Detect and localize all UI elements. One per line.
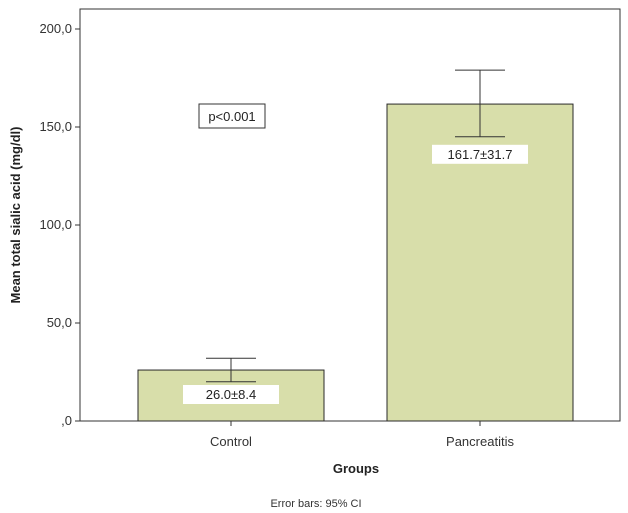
y-tick-label: 150,0 xyxy=(39,119,72,134)
y-axis-label: Mean total sialic acid (mg/dl) xyxy=(8,127,23,304)
y-tick-label: ,0 xyxy=(61,413,72,428)
data-label-control: 26.0±8.4 xyxy=(206,387,257,402)
footnote: Error bars: 95% CI xyxy=(270,498,361,510)
data-labels: 26.0±8.4 161.7±31.7 xyxy=(183,144,528,404)
significance-annotation: p<0.001 xyxy=(208,109,255,124)
data-label-box xyxy=(432,144,528,164)
x-tick-label-control: Control xyxy=(210,434,252,449)
x-axis-label: Groups xyxy=(333,461,379,476)
data-label-box xyxy=(183,385,279,404)
error-bars xyxy=(206,69,505,383)
x-axis-ticks: Control Pancreatitis xyxy=(210,421,514,449)
y-tick-label: 50,0 xyxy=(47,315,72,330)
y-axis-ticks: ,0 50,0 100,0 150,0 200,0 xyxy=(39,21,80,428)
x-tick-label-pancreatitis: Pancreatitis xyxy=(446,434,514,449)
annotation-box xyxy=(198,103,266,129)
y-tick-label: 100,0 xyxy=(39,217,72,232)
y-tick-label: 200,0 xyxy=(39,21,72,36)
data-label-pancreatitis: 161.7±31.7 xyxy=(448,147,513,162)
